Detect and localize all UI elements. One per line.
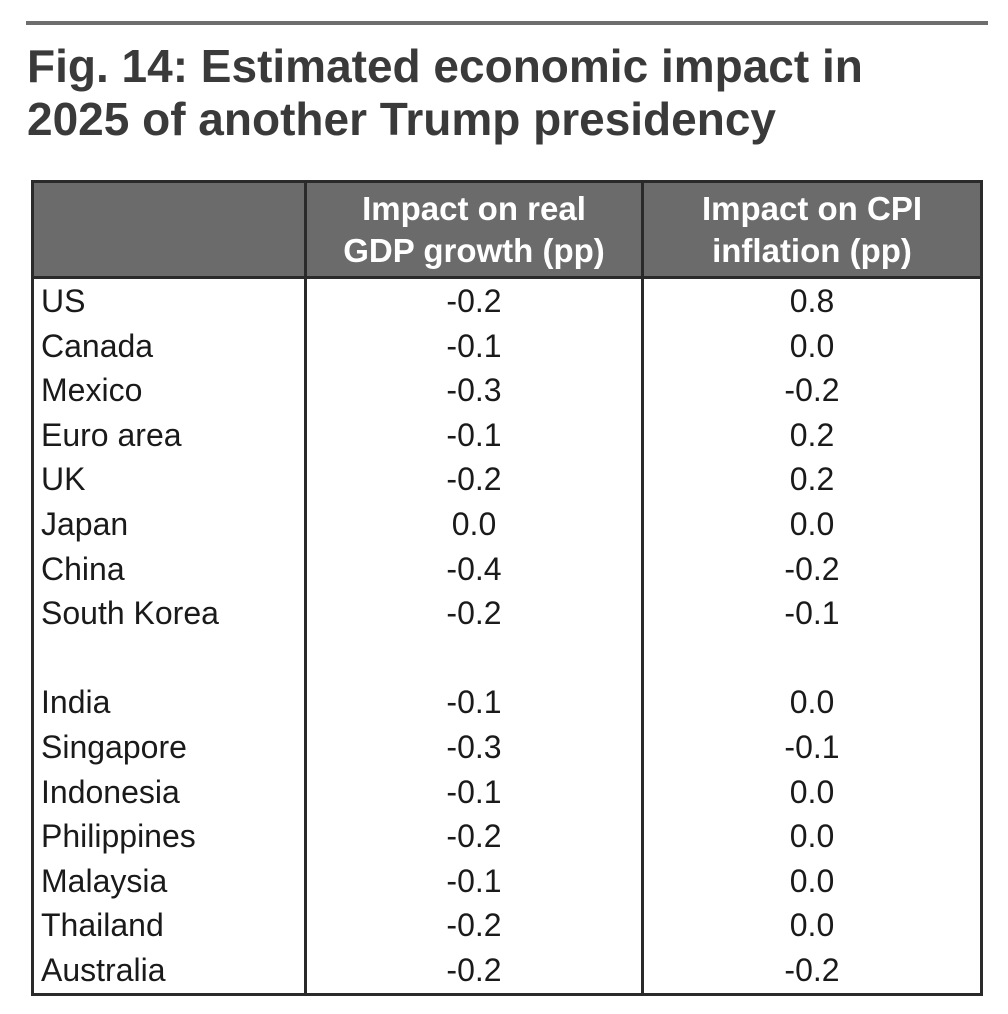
- table-row: US -0.2 0.8: [33, 277, 982, 324]
- gdp-impact-cell: -0.1: [304, 412, 643, 458]
- cpi-impact-cell: 0.8: [641, 277, 982, 324]
- gdp-impact-cell: -0.3: [304, 724, 643, 770]
- country-cell: Singapore: [41, 728, 187, 765]
- table-row: China -0.4 -0.2: [33, 546, 982, 592]
- figure-title-line-2: 2025 of another Trump presidency: [27, 93, 777, 145]
- country-cell: Canada: [41, 327, 154, 364]
- table-body: US -0.2 0.8 Canada -0.1 0.0 Mexico -0.3 -0.2 Euro…: [33, 277, 982, 994]
- gdp-impact-cell: 0.0: [304, 501, 643, 547]
- table-header-row: Impact on real GDP growth (pp) Impact on…: [32, 181, 982, 279]
- spacer-cell: [33, 636, 306, 681]
- cpi-impact-cell: 0.0: [641, 769, 982, 815]
- country-cell: US: [41, 283, 86, 319]
- country-cell: UK: [41, 461, 86, 498]
- header-gdp-line-2: GDP growth (pp): [343, 231, 605, 269]
- group-spacer-row: [33, 635, 982, 681]
- cpi-impact-cell: 0.0: [641, 858, 982, 904]
- gdp-impact-cell: -0.1: [304, 323, 643, 369]
- table-row: Indonesia -0.1 0.0: [33, 769, 982, 815]
- cpi-impact-cell: -0.1: [641, 724, 982, 770]
- gdp-impact-cell: -0.1: [304, 769, 643, 815]
- header-cpi-line-1: Impact on CPI: [701, 189, 923, 227]
- cpi-impact-cell: -0.2: [641, 368, 982, 413]
- country-cell: India: [41, 684, 111, 721]
- cpi-impact-cell: 0.2: [641, 412, 982, 458]
- cpi-impact-cell: 0.0: [641, 903, 982, 948]
- cpi-impact-cell: -0.2: [641, 947, 982, 994]
- country-cell: South Korea: [41, 595, 219, 632]
- table-row: India -0.1 0.0: [33, 680, 982, 725]
- cpi-impact-cell: 0.0: [641, 814, 982, 859]
- table-row: Thailand -0.2 0.0: [33, 903, 982, 948]
- table-row: Canada -0.1 0.0: [33, 323, 982, 369]
- table-row: South Korea -0.2 -0.1: [33, 591, 982, 636]
- country-cell: Thailand: [41, 907, 164, 944]
- country-cell: Australia: [41, 951, 166, 988]
- cpi-impact-cell: -0.2: [641, 546, 982, 592]
- country-cell: Malaysia: [41, 862, 168, 899]
- country-cell: Japan: [41, 505, 129, 542]
- figure-title: Fig. 14: Estimated economic impact in 20…: [27, 40, 987, 146]
- header-gdp: Impact on real GDP growth (pp): [304, 181, 643, 279]
- gdp-impact-cell: -0.2: [304, 947, 643, 994]
- gdp-impact-cell: -0.2: [304, 814, 643, 859]
- gdp-impact-cell: -0.1: [304, 680, 643, 725]
- impact-table: Impact on real GDP growth (pp) Impact on…: [31, 180, 983, 996]
- country-cell: Philippines: [41, 818, 196, 855]
- cpi-impact-cell: -0.1: [641, 591, 982, 636]
- gdp-impact-cell: -0.3: [304, 368, 643, 413]
- table-row: Australia -0.2 -0.2: [33, 947, 982, 994]
- figure-title-line-1: Fig. 14: Estimated economic impact in: [27, 40, 863, 92]
- gdp-impact-cell: -0.2: [304, 903, 643, 948]
- table-row: Mexico -0.3 -0.2: [33, 368, 982, 413]
- gdp-impact-cell: -0.2: [304, 457, 643, 502]
- header-country: [32, 181, 306, 279]
- spacer-cell: [304, 635, 643, 681]
- cpi-impact-cell: 0.0: [641, 680, 982, 725]
- cpi-impact-cell: 0.0: [641, 323, 982, 369]
- header-cpi: Impact on CPI inflation (pp): [641, 181, 982, 279]
- header-gdp-line-1: Impact on real: [362, 189, 586, 227]
- spacer-cell: [641, 635, 982, 681]
- table-row: Japan 0.0 0.0: [33, 501, 982, 547]
- gdp-impact-cell: -0.4: [304, 546, 643, 592]
- header-cpi-line-2: inflation (pp): [712, 231, 912, 269]
- gdp-impact-cell: -0.2: [304, 591, 643, 636]
- country-cell: Euro area: [41, 416, 182, 453]
- gdp-impact-cell: -0.1: [304, 858, 643, 904]
- table-row: Singapore -0.3 -0.1: [33, 724, 982, 770]
- country-cell: Mexico: [41, 372, 143, 409]
- table-row: Malaysia -0.1 0.0: [33, 858, 982, 904]
- top-rule: [26, 21, 988, 25]
- country-cell: Indonesia: [41, 773, 180, 810]
- table-row: UK -0.2 0.2: [33, 457, 982, 502]
- gdp-impact-cell: -0.2: [304, 277, 643, 324]
- table-row: Philippines -0.2 0.0: [33, 814, 982, 859]
- country-cell: China: [41, 550, 125, 587]
- cpi-impact-cell: 0.2: [641, 457, 982, 502]
- cpi-impact-cell: 0.0: [641, 501, 982, 547]
- table-row: Euro area -0.1 0.2: [33, 412, 982, 458]
